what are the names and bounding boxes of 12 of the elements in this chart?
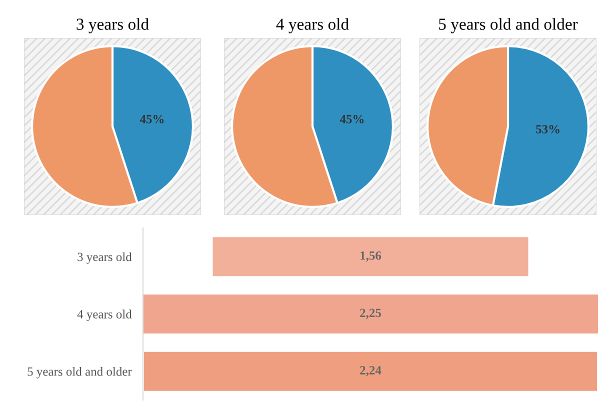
data-label: 45% [140,114,164,124]
chart-title: 3 years old [76,18,149,34]
data-label: 45% [340,114,364,124]
data-label: 2,25 [360,308,381,319]
chart-title: 4 years old [276,18,349,34]
chart-title: 5 years old and older [439,18,578,34]
data-label: 53% [536,124,560,134]
category-label: 4 years old [77,310,132,322]
category-label: 5 years old and older [28,366,132,378]
data-label: 1,56 [360,251,382,262]
data-label: 2,24 [360,366,382,376]
category-label: 3 years old [78,252,132,264]
